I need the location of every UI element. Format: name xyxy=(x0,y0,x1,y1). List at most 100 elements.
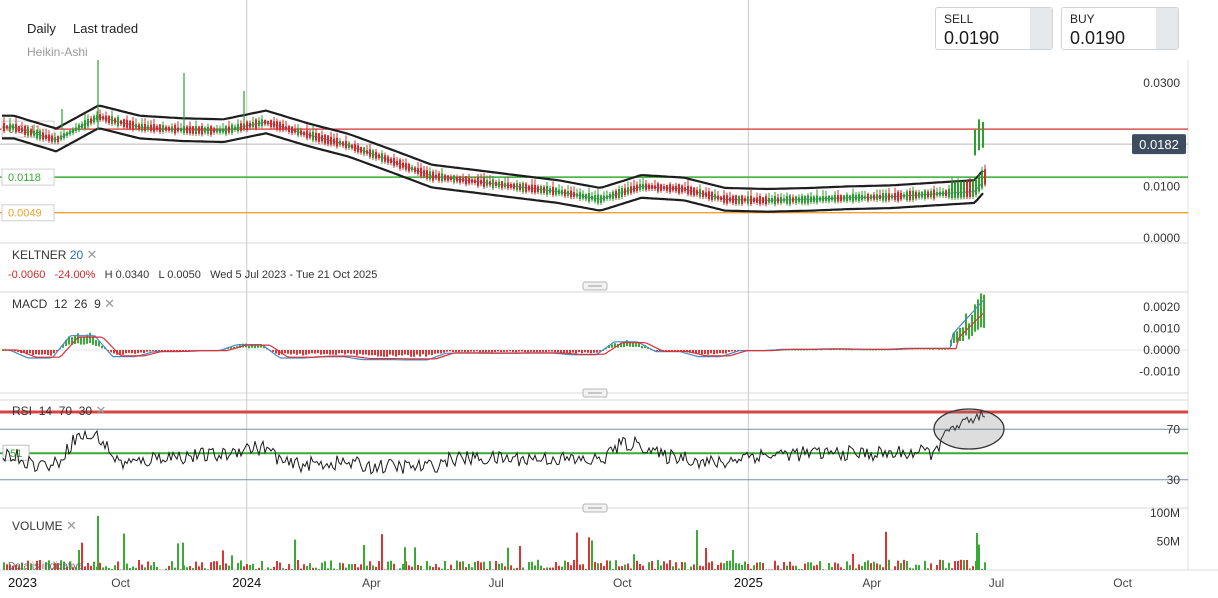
candle-body xyxy=(507,183,509,188)
macd-histogram-bar xyxy=(572,350,574,353)
change-value: -0.0060 xyxy=(8,269,45,281)
candle-body xyxy=(99,114,101,120)
volume-bar xyxy=(522,567,524,570)
candle-body xyxy=(54,137,56,142)
macd-histogram-bar xyxy=(458,350,460,352)
macd-histogram-bar xyxy=(449,350,451,351)
volume-bar xyxy=(117,562,119,570)
candle-body xyxy=(816,195,818,202)
macd-close-icon[interactable]: ✕ xyxy=(104,296,115,311)
candle-body xyxy=(267,121,269,124)
candle-body xyxy=(903,194,905,197)
volume-legend[interactable]: VOLUME ✕ xyxy=(12,518,77,534)
candle-body xyxy=(504,183,506,187)
candle-body xyxy=(888,193,890,200)
keltner-close-icon[interactable]: ✕ xyxy=(87,247,98,262)
volume-close-icon[interactable]: ✕ xyxy=(66,518,77,533)
volume-bar xyxy=(594,562,596,570)
volume-bar xyxy=(801,569,803,570)
candle-body xyxy=(417,168,419,174)
volume-bar xyxy=(435,564,437,570)
volume-bar xyxy=(771,569,773,570)
candle-body xyxy=(27,127,29,136)
rsi-legend[interactable]: RSI 14 70 30 ✕ xyxy=(12,403,106,419)
volume-bar xyxy=(813,566,815,570)
volume-spike xyxy=(696,530,698,570)
x-tick-label: Oct xyxy=(613,576,632,590)
macd-histogram-bar xyxy=(365,350,367,354)
rsi-close-icon[interactable]: ✕ xyxy=(95,403,106,418)
volume-bar xyxy=(948,563,950,570)
sell-button[interactable]: SELL 0.0190 xyxy=(935,7,1053,50)
volume-bar xyxy=(711,561,713,570)
price-type-selector[interactable]: Last traded xyxy=(73,21,138,36)
candle-body xyxy=(666,185,668,191)
level-label: 0.0118 xyxy=(8,172,41,184)
candle-body xyxy=(147,125,149,129)
candle-body xyxy=(777,198,779,203)
candle-body xyxy=(921,192,923,197)
volume-bar xyxy=(348,564,350,570)
candle-body xyxy=(657,183,659,191)
macd-histogram-bar xyxy=(371,350,373,355)
volume-bar xyxy=(402,564,404,570)
macd-histogram-bar xyxy=(563,350,565,353)
macd-histogram-bar xyxy=(413,350,415,357)
candle-body xyxy=(258,121,260,127)
volume-bar xyxy=(255,569,257,570)
volume-bar xyxy=(354,564,356,570)
macd-histogram-bar xyxy=(641,346,643,349)
volume-spike xyxy=(404,547,406,570)
candle-body xyxy=(633,186,635,192)
volume-bar xyxy=(939,560,941,570)
keltner-legend[interactable]: KELTNER 20 ✕ xyxy=(12,247,97,263)
volume-bar xyxy=(663,561,665,570)
candle-body xyxy=(630,186,632,193)
candle-body xyxy=(231,125,233,133)
candle-body xyxy=(747,196,749,203)
macd-legend[interactable]: MACD 12 26 9 ✕ xyxy=(12,296,115,312)
candle-body xyxy=(354,144,356,151)
volume-bar xyxy=(873,562,875,570)
macd-histogram-bar xyxy=(341,350,343,353)
candle-body xyxy=(540,186,542,193)
macd-histogram-bar xyxy=(152,350,154,351)
volume-bar xyxy=(258,568,260,570)
volume-bar xyxy=(627,564,629,570)
macd-histogram-bar xyxy=(47,350,49,355)
volume-bar xyxy=(810,562,812,570)
keltner-stats: -0.0060 -24.00% H 0.0340 L 0.0050 Wed 5 … xyxy=(8,269,377,281)
candle-body xyxy=(627,187,629,194)
macd-histogram-bar xyxy=(125,350,127,353)
candle-body xyxy=(462,178,464,182)
candle-body xyxy=(108,116,110,123)
volume-bar xyxy=(744,562,746,570)
candle-body xyxy=(537,186,539,192)
volume-bar xyxy=(318,569,320,570)
volume-bar xyxy=(564,561,566,570)
chart-style-label[interactable]: Heikin-Ashi xyxy=(27,45,88,59)
volume-bar xyxy=(441,569,443,570)
buy-button[interactable]: BUY 0.0190 xyxy=(1061,7,1179,50)
interval-selector[interactable]: Daily xyxy=(27,21,56,36)
macd-histogram-bar xyxy=(518,350,520,352)
volume-bar xyxy=(864,562,866,570)
volume-bar xyxy=(108,568,110,570)
volume-bar xyxy=(426,561,428,570)
x-tick-label: 2024 xyxy=(232,575,261,590)
candle-body xyxy=(714,194,716,199)
volume-bar xyxy=(924,561,926,570)
keltner-name: KELTNER xyxy=(12,248,66,262)
volume-bar xyxy=(3,562,5,570)
macd-histogram-bar xyxy=(50,350,52,356)
candle-body xyxy=(930,191,932,197)
candle-body xyxy=(360,147,362,153)
macd-histogram-bar xyxy=(593,350,595,353)
candle-body xyxy=(675,186,677,191)
candle-body xyxy=(573,192,575,197)
macd-histogram-bar xyxy=(500,350,502,352)
volume-bar xyxy=(888,560,890,570)
candle-body xyxy=(144,124,146,131)
